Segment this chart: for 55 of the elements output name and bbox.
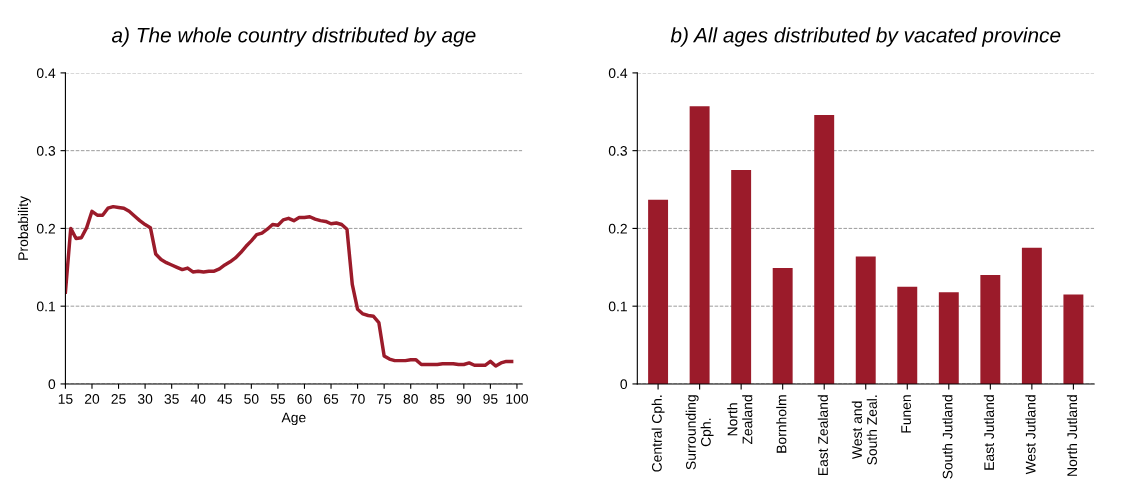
y-tick-label: 0.4: [608, 68, 628, 79]
x-tick-label: East Zealand: [817, 395, 828, 476]
bar: [731, 170, 752, 384]
x-tick-label: 30: [137, 394, 153, 404]
y-tick-label: 0.3: [608, 145, 627, 156]
x-tick-label: 75: [377, 394, 392, 404]
x-tick-label: Surrounding Cph.: [685, 395, 714, 470]
y-tick-label: 0.4: [36, 68, 56, 79]
x-tick-label: Central Cph.: [651, 395, 665, 472]
x-tick-label: 60: [297, 394, 312, 404]
bar: [1063, 294, 1084, 384]
x-tick-label: 100: [506, 394, 528, 404]
bar: [855, 256, 876, 384]
y-tick-label: 0.3: [36, 145, 56, 156]
bar: [938, 292, 959, 384]
x-tick-label: West and South Zeal.: [851, 395, 877, 465]
x-tick-label: 45: [217, 394, 232, 404]
y-tick-label: 0.1: [36, 301, 56, 312]
x-tick-label: 85: [430, 394, 445, 404]
bar: [689, 106, 710, 384]
y-tick-label: 0.2: [36, 223, 56, 234]
x-tick-label: 50: [244, 394, 259, 404]
x-tick-label: 80: [403, 394, 418, 404]
y-tick-label: 0: [620, 379, 628, 390]
x-tick-label: North Zealand: [727, 395, 753, 445]
x-tick-label: Funen: [901, 395, 911, 433]
x-tick-label: North Jutland: [1066, 395, 1078, 476]
bar: [1021, 247, 1042, 384]
bar: [980, 275, 1001, 384]
x-tick-label: West Jutland: [1025, 395, 1036, 475]
x-tick-label: 20: [84, 394, 100, 404]
y-tick-label: 0.1: [608, 301, 627, 312]
x-tick-label: South Jutland: [942, 395, 953, 479]
x-tick-label: 95: [483, 394, 498, 404]
x-tick-label: 15: [58, 394, 73, 404]
x-tick-label: Bornholm: [776, 395, 787, 453]
y-tick-label: 0.2: [608, 223, 627, 234]
x-tick-label: 90: [456, 394, 472, 404]
x-tick-label: 35: [164, 394, 179, 404]
x-tick-label: 55: [270, 394, 286, 404]
x-tick-label: 40: [190, 394, 206, 404]
bar: [814, 114, 835, 384]
chart-title: b) All ages distributed by vacated province: [670, 27, 1061, 47]
line-series: [65, 204, 514, 368]
x-tick-label: 25: [111, 394, 126, 404]
x-axis-title: Age: [281, 412, 306, 426]
bar: [772, 268, 793, 384]
y-tick-label: 0: [48, 379, 56, 390]
y-axis-title: Probability: [17, 196, 31, 260]
x-tick-label: 70: [350, 394, 365, 404]
bar: [897, 286, 918, 384]
x-tick-label: East Jutland: [983, 395, 995, 470]
chart-title: a) The whole country distributed by age: [111, 27, 476, 47]
x-tick-label: 65: [324, 394, 339, 404]
bar: [648, 199, 669, 384]
